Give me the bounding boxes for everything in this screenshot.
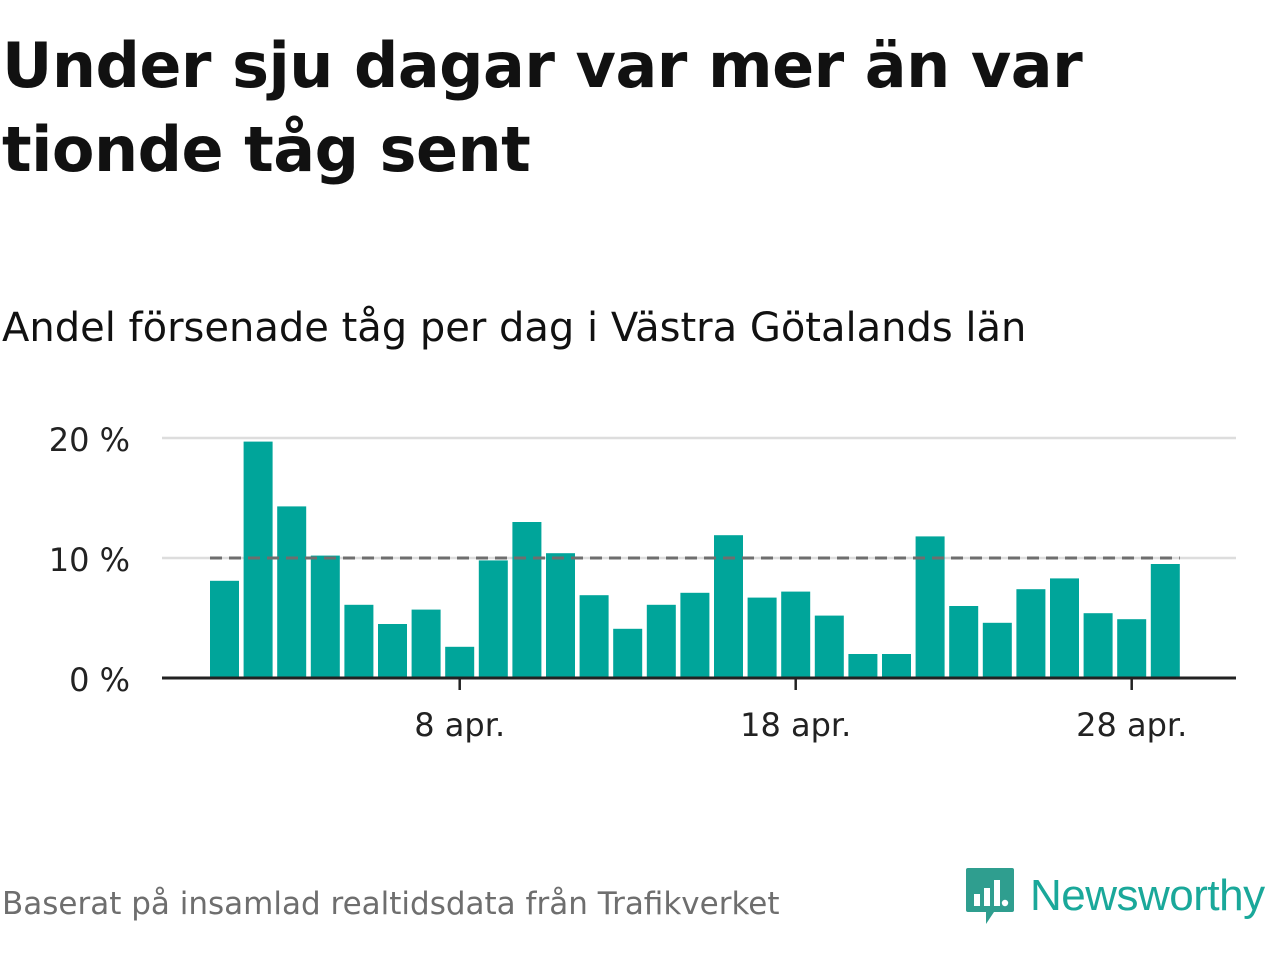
bar: [814, 615, 844, 678]
x-axis-ticks: 8 apr. 18 apr. 28 apr.: [414, 678, 1187, 744]
bar: [1050, 578, 1079, 678]
bar: [579, 595, 609, 678]
bar: [243, 441, 273, 678]
bar: [848, 654, 878, 678]
bar: [378, 624, 407, 678]
logo-text: Newsworthy: [1030, 871, 1265, 920]
bar: [680, 592, 710, 678]
y-tick-label: 10 %: [49, 541, 130, 579]
y-axis-ticks: 0 % 10 % 20 %: [49, 421, 130, 699]
y-tick-label: 0 %: [69, 661, 130, 699]
gridlines: [162, 436, 1236, 560]
x-tick-label: 8 apr.: [414, 706, 505, 744]
bar: [882, 654, 911, 678]
bar: [982, 622, 1012, 678]
bar: [915, 536, 945, 678]
bar: [512, 522, 542, 678]
newsworthy-logo-icon: [966, 868, 1014, 924]
chart-subtitle: Andel försenade tåg per dag i Västra Göt…: [2, 305, 1027, 351]
bar: [344, 604, 374, 678]
bar: [445, 646, 475, 678]
bar: [1083, 613, 1113, 678]
bar: [781, 591, 811, 678]
bar: [613, 628, 643, 678]
chart-title: Under sju dagar var mer än var tionde tå…: [2, 29, 1083, 186]
bar: [478, 560, 508, 678]
bars: [210, 441, 1180, 678]
x-tick-label: 18 apr.: [740, 706, 851, 744]
bar: [310, 555, 340, 678]
bar: [1016, 589, 1046, 678]
newsworthy-logo[interactable]: Newsworthy: [964, 864, 1265, 928]
bar-chart: 0 % 10 % 20 % 8 apr. 18 apr. 28 apr.: [49, 421, 1236, 744]
y-tick-label: 20 %: [49, 421, 130, 459]
bar: [1117, 619, 1147, 678]
bar: [210, 580, 239, 678]
bar: [747, 597, 777, 678]
bar: [546, 553, 575, 678]
source-note: Baserat på insamlad realtidsdata från Tr…: [2, 886, 780, 922]
bar: [949, 606, 979, 678]
bar: [277, 506, 307, 678]
x-tick-label: 28 apr.: [1076, 706, 1187, 744]
bar: [411, 609, 441, 678]
bar: [1150, 564, 1180, 678]
bar: [646, 604, 676, 678]
